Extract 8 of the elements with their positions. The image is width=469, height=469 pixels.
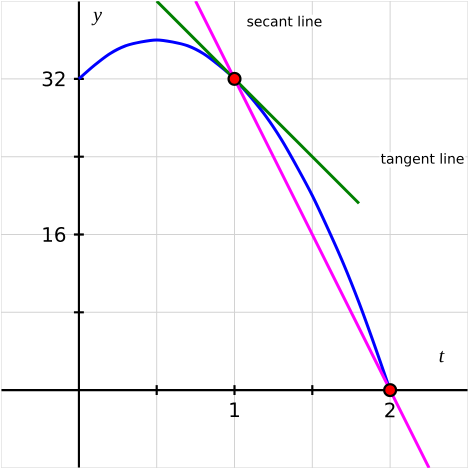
annotation: secant line — [247, 16, 322, 27]
y-axis-title: y — [92, 12, 102, 26]
x-tick-label: 1 — [230, 402, 239, 417]
x-tick-label: 2 — [385, 402, 394, 418]
x-axis-title: t — [440, 350, 445, 362]
y-tick-label: 32 — [42, 71, 64, 86]
y-tick-label: 16 — [43, 227, 66, 242]
annotation: tangent line — [380, 153, 464, 167]
